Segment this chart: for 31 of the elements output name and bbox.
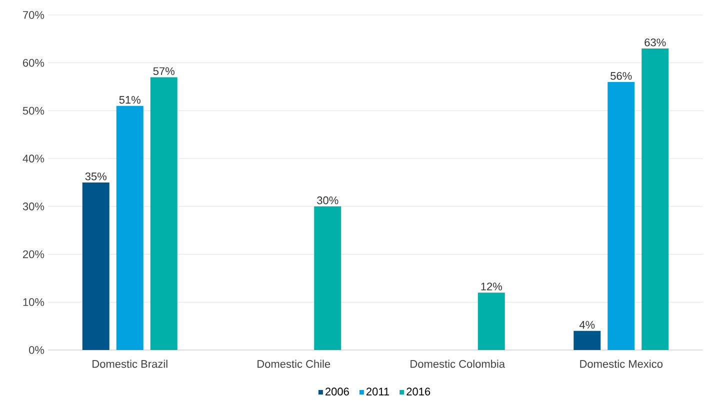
bar	[314, 206, 342, 350]
legend-label: 2016	[406, 388, 430, 396]
y-tick-label: 20%	[23, 250, 44, 258]
y-tick-label: 40%	[22, 154, 44, 162]
y-tick-label: 50%	[22, 106, 44, 115]
bar	[82, 182, 110, 350]
x-tick-label: Domestic Brazil	[92, 360, 168, 368]
y-tick-label: 70%	[23, 11, 44, 19]
data-label: 12%	[481, 282, 502, 290]
bar	[150, 77, 178, 350]
bar	[608, 82, 635, 350]
data-label: 63%	[644, 38, 666, 46]
legend-label: 2011	[366, 388, 390, 396]
data-label: 57%	[153, 67, 174, 76]
bar	[574, 330, 601, 350]
bar	[478, 292, 505, 350]
bar	[642, 48, 669, 350]
data-label: 30%	[317, 196, 338, 204]
legend-label: 2006	[326, 388, 349, 396]
y-tick-label: 0%	[29, 346, 44, 354]
x-tick-label: Domestic Colombia	[410, 360, 506, 368]
data-label: 35%	[85, 172, 106, 180]
y-tick-label: 30%	[22, 202, 44, 210]
x-tick-label: Domestic Chile	[258, 360, 330, 368]
data-label: 51%	[119, 96, 140, 104]
bar	[116, 106, 144, 350]
data-label: 4%	[579, 320, 595, 329]
x-tick-label: Domestic Mexico	[580, 360, 663, 368]
data-label: 56%	[610, 72, 632, 80]
y-tick-label: 10%	[23, 298, 44, 306]
y-tick-label: 60%	[23, 58, 44, 67]
